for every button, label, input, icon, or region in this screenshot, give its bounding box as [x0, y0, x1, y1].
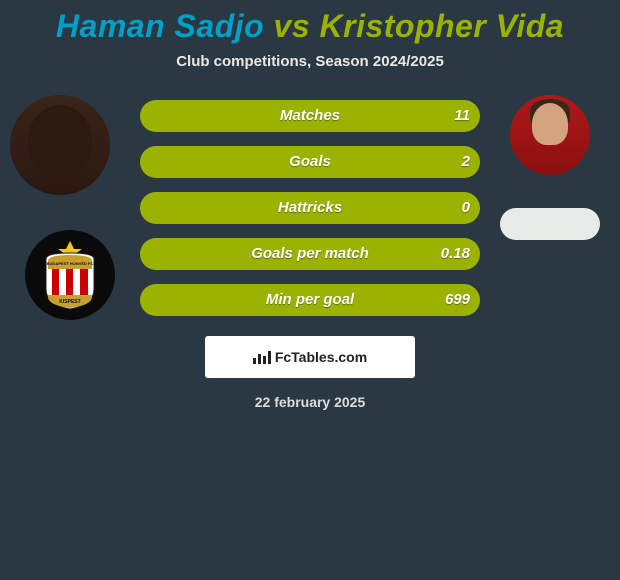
player1-name: Haman Sadjo [56, 8, 264, 44]
stat-label: Goals [140, 146, 480, 178]
stat-row: Goals per match0.18 [140, 238, 480, 270]
stat-label: Goals per match [140, 238, 480, 270]
stat-value-player2: 0.18 [441, 238, 470, 270]
stat-label: Min per goal [140, 284, 480, 316]
player1-club-crest: BUDAPEST HONVÉD FC KISPEST [25, 230, 115, 320]
honved-crest-icon: BUDAPEST HONVÉD FC KISPEST [40, 239, 100, 311]
vs-text: vs [274, 8, 311, 44]
player2-avatar [510, 95, 590, 175]
stat-label: Matches [140, 100, 480, 132]
stat-value-player2: 2 [462, 146, 470, 178]
brand-text: FcTables.com [275, 349, 367, 365]
stat-value-player2: 0 [462, 192, 470, 224]
comparison-body: BUDAPEST HONVÉD FC KISPEST Matches11 Goal… [0, 100, 620, 316]
player2-club-crest-placeholder [500, 208, 600, 240]
player1-avatar [10, 95, 110, 195]
snapshot-date: 22 february 2025 [0, 394, 620, 410]
stat-value-player2: 11 [454, 100, 470, 132]
svg-text:KISPEST: KISPEST [59, 299, 80, 305]
stat-bars: Matches11 Goals2 Hattricks0 Goals per match… [140, 100, 480, 316]
stat-row: Matches11 [140, 100, 480, 132]
bar-chart-icon [253, 350, 271, 364]
brand-badge[interactable]: FcTables.com [205, 336, 415, 378]
player2-name: Kristopher Vida [320, 8, 565, 44]
stat-row: Hattricks0 [140, 192, 480, 224]
subtitle: Club competitions, Season 2024/2025 [0, 53, 620, 70]
comparison-title: Haman Sadjo vs Kristopher Vida [0, 0, 620, 45]
stat-value-player2: 699 [445, 284, 470, 316]
stat-row: Goals2 [140, 146, 480, 178]
stat-label: Hattricks [140, 192, 480, 224]
stat-row: Min per goal699 [140, 284, 480, 316]
svg-text:BUDAPEST HONVÉD FC: BUDAPEST HONVÉD FC [47, 261, 94, 266]
